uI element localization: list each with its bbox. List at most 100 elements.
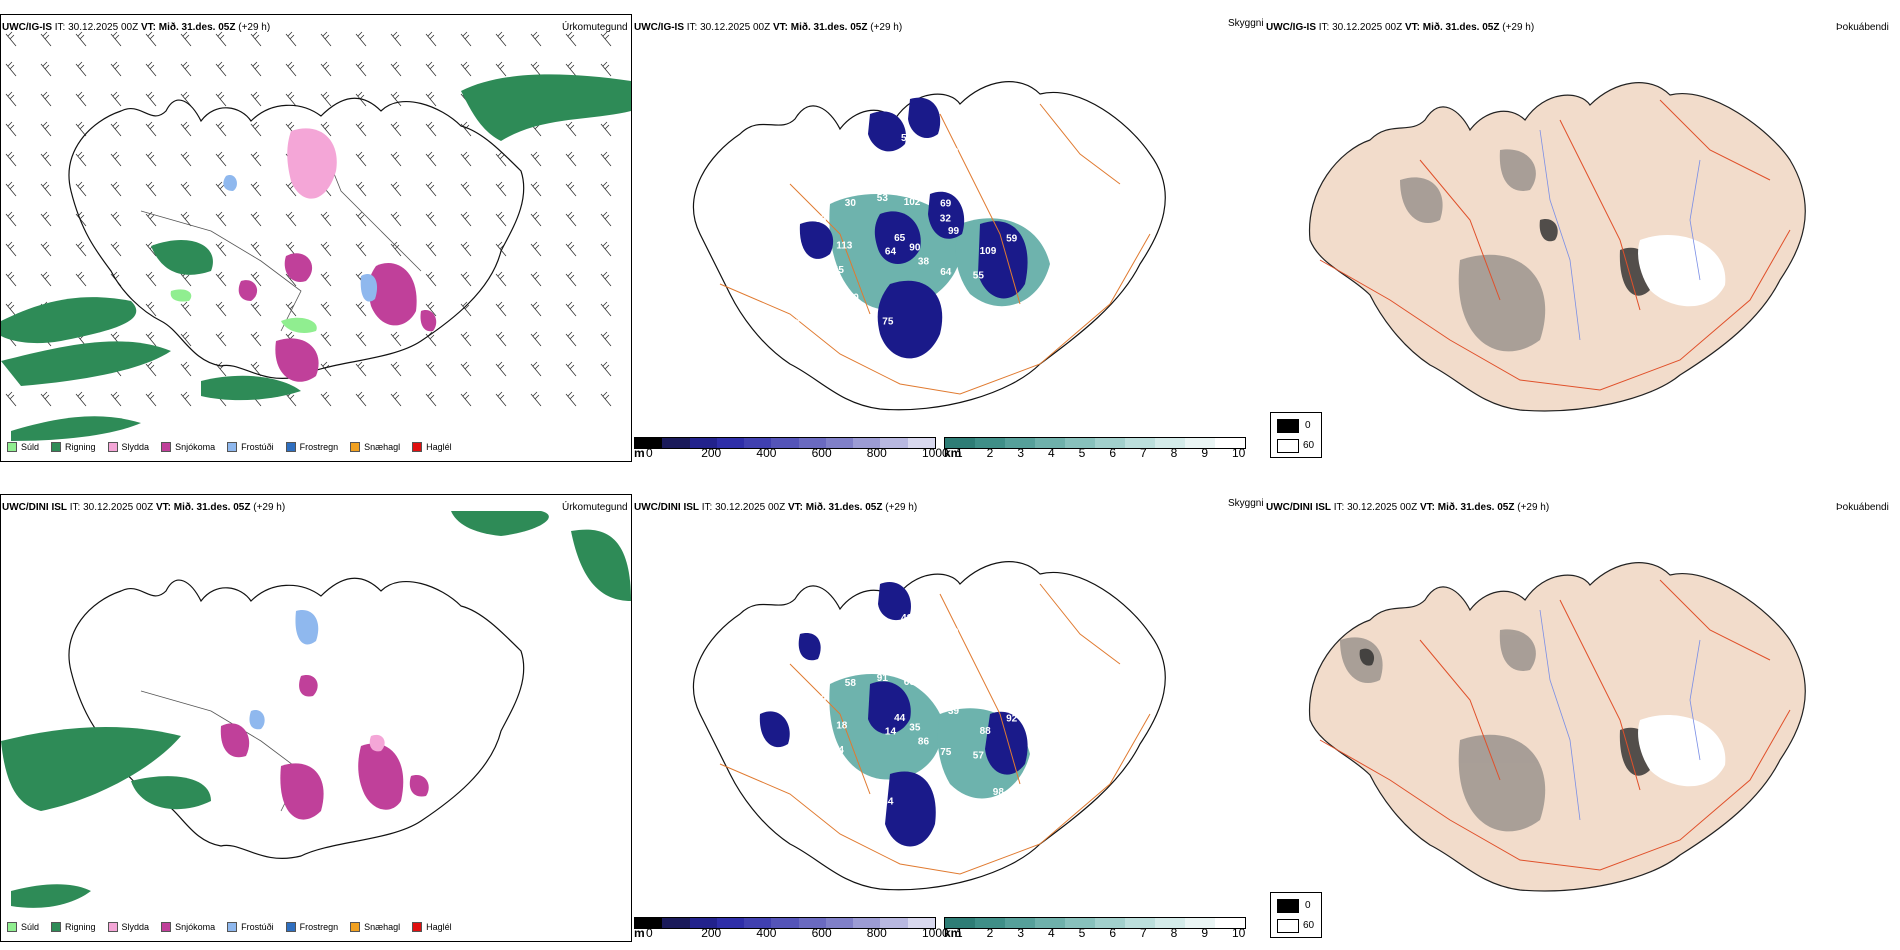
wind-barb [390,31,402,47]
wind-barb [110,91,122,107]
wind-barb [355,331,367,347]
sleet-areas [287,128,337,199]
wind-barb [180,361,192,377]
wind-barb [390,121,402,137]
wind-barb [600,331,612,347]
colorbar-tick: 5 [1078,926,1086,940]
wind-barb [565,331,577,347]
colorbar-tick: 4 [1048,926,1055,940]
visibility-value-label: 39 [948,706,960,717]
precip-header-1: UWC/IG-IS IT: 30.12.2025 00Z VT: Mið. 31… [2,22,271,33]
wind-barb [565,211,577,227]
precip-panel-1: Súld Rigning Slydda Snjókoma Frostúði Frostre… [0,14,632,462]
wind-barb [110,31,122,47]
visibility-value-label: 67 [844,612,856,623]
wind-barb [425,391,437,407]
wind-barb [215,271,227,287]
wind-barb [460,361,472,377]
wind-barb [145,91,157,107]
wind-barb [215,31,227,47]
visibility-value-label: 38 [918,257,930,268]
wind-barb [320,391,332,407]
ceiling-colorbar-1 [634,437,936,449]
wind-barb [250,331,262,347]
legend-label: Rigning [65,442,96,452]
roads-orange [719,103,1151,395]
wind-barb [110,61,122,77]
wind-barb [565,361,577,377]
wind-barb [495,31,507,47]
wind-barb [145,61,157,77]
visibility-value-label: 34 [762,674,774,685]
visibility-value-label: 69 [940,198,952,209]
wind-barb [425,121,437,137]
wind-barb [5,61,17,77]
wind-barb [565,31,577,47]
fog-header-2: UWC/DINI ISL IT: 30.12.2025 00Z VT: Mið.… [1266,502,1550,513]
wind-barb [40,31,52,47]
wind-barb [320,331,332,347]
wind-barb [320,31,332,47]
legend-label: Slydda [121,922,150,932]
wind-barb [215,181,227,197]
visibility-labels-1: 99 64 91 55 73 11 75 16 80 65 69 64 30 36 40 52 99 42 32 38… [735,132,1105,328]
visibility-map-1: 99 64 91 55 73 11 75 16 80 65 69 64 30 36 40 52 99 42 32 38… [692,81,1166,411]
wind-barb [565,181,577,197]
visibility-value-label: 46 [762,194,774,205]
wind-barb [75,31,87,47]
wind-barb [355,241,367,257]
wind-barb [390,211,402,227]
legend-item: Slydda [107,442,149,452]
colorbar-tick: 2 [986,926,994,940]
wind-barb [320,211,332,227]
wind-barb [460,271,472,287]
wind-barb [110,391,122,407]
fog-gray-areas [1400,149,1546,352]
wind-barb [460,151,472,167]
wind-barb [110,211,122,227]
precip-panel-2: Súld Rigning Slydda Snjókoma Frostúði Frostre… [0,494,632,942]
wind-barb [250,361,262,377]
colorbar-tick: 7 [1140,926,1147,940]
visibility-value-label: 75 [940,747,952,758]
legend-item: Slydda [107,922,150,932]
wind-barb [215,151,227,167]
wind-barb [390,61,402,77]
wind-barb [5,31,17,47]
legend-swatch [350,922,361,932]
visibility-value-label: 14 [833,745,845,756]
wind-barb [75,91,87,107]
wind-barb [425,181,437,197]
wind-barb [355,31,367,47]
wind-barb [180,211,192,227]
visibility-value-label: 83 [947,147,959,158]
wind-barb [355,361,367,377]
wind-barb [495,61,507,77]
legend-item: Súld [7,442,39,452]
wind-barb [215,121,227,137]
legend-label: Haglél [426,922,452,932]
wind-barb [215,361,227,377]
wind-barb [180,331,192,347]
colorbar-tick: 3 [1017,926,1025,940]
visibility-colorbar-2 [944,917,1246,929]
legend-label: Frostúði [241,442,274,452]
legend-item: Haglél [412,922,452,932]
precip-title-1: Úrkomutegund [562,22,628,33]
legend-swatch [51,442,62,452]
visibility-value-label: 109 [980,246,997,257]
rain-areas [1,74,631,441]
colorbar-tick: 1000 [922,446,949,460]
ceiling-ticks-2: m 0 200 400 600 800 1000 [634,926,949,940]
precip-legend-2: Súld Rigning Slydda Snjókoma Frostúði Frostre… [7,922,452,932]
colorbar-tick: 5 [1078,446,1086,460]
ceiling-ticks-1: m 0 200 400 600 800 1000 [634,446,949,460]
wind-barb [495,271,507,287]
wind-barb [495,181,507,197]
colorbar-tick: 3 [1017,446,1025,460]
wind-barb [565,301,577,317]
wind-barb [250,211,262,227]
fog-map-1 [1308,82,1806,412]
wind-barb [530,301,542,317]
wind-barb [565,391,577,407]
